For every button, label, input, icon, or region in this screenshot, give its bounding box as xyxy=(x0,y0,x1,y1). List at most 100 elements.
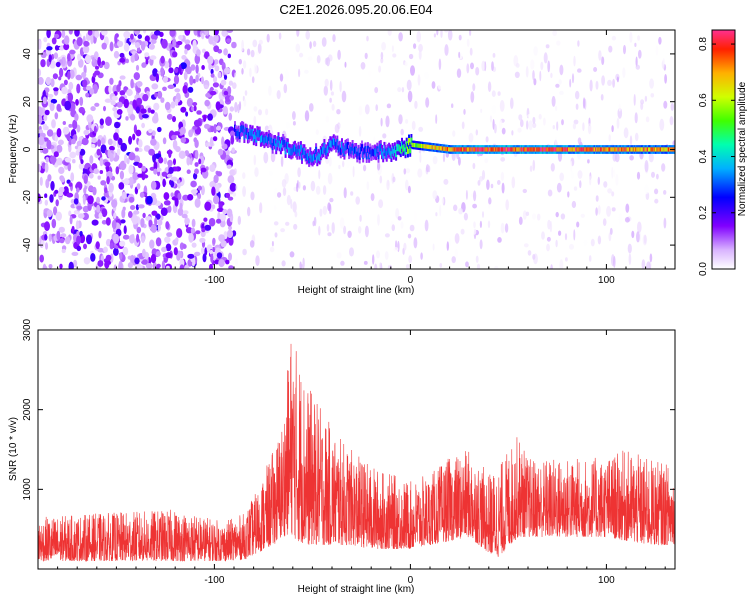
spectrogram-cell xyxy=(135,204,139,211)
spectrogram-cell xyxy=(279,143,282,151)
spectrogram-cell xyxy=(341,90,347,103)
spectrogram-cell xyxy=(625,147,628,152)
spectrogram-cell xyxy=(601,75,605,86)
spectrogram-cell xyxy=(562,147,565,152)
spectrogram-cell xyxy=(246,48,251,56)
spectrogram-cell xyxy=(244,90,248,96)
spectrogram-cell xyxy=(52,73,59,80)
spectrogram-cell xyxy=(174,88,181,93)
spectrogram-cell xyxy=(77,213,85,219)
spectrogram-cell xyxy=(331,103,335,111)
spectrogram-cell xyxy=(491,147,494,152)
spectrogram-cell xyxy=(63,79,68,86)
spectrogram-cell xyxy=(57,139,64,146)
spectrogram-cell xyxy=(389,148,392,156)
spectrogram-cell xyxy=(470,147,473,152)
spectrogram-cell xyxy=(493,147,496,152)
spectrogram-cell xyxy=(286,194,291,206)
spectrogram-cell xyxy=(558,147,561,152)
spectrogram-cell xyxy=(346,142,349,150)
spectrogram-cell xyxy=(282,187,287,197)
spectrogram-cell xyxy=(329,139,332,147)
spectrogram-cell xyxy=(631,147,634,152)
spectrogram-cell xyxy=(538,113,542,120)
spectrogram-cell xyxy=(39,176,43,186)
spectrogram-cell xyxy=(204,201,212,211)
spectrogram-cell xyxy=(242,172,246,180)
spectrogram-cell xyxy=(109,77,114,85)
spectrogram-cell xyxy=(431,81,436,89)
spectrogram-cell xyxy=(190,64,196,71)
spectrogram-cell xyxy=(135,129,142,137)
spectrogram-cell xyxy=(42,147,49,154)
spectrogram-cell xyxy=(77,145,81,152)
spectrogram-cell xyxy=(498,147,501,152)
spectrogram-cell xyxy=(136,264,143,269)
spectrogram-cell xyxy=(136,97,143,106)
snr-frame xyxy=(37,329,676,570)
spectrogram-cell xyxy=(59,238,65,244)
spectrogram-cell xyxy=(357,148,360,156)
spectrogram-cell xyxy=(222,62,226,67)
colorbar: 0.0 0.2 0.4 0.6 0.8 Normalized spectral ampl… xyxy=(698,29,748,276)
spectrogram-cell xyxy=(589,175,592,186)
spectrogram-cell xyxy=(166,113,173,120)
spectrogram-cell xyxy=(174,67,179,74)
spectrogram-cell xyxy=(655,147,657,152)
spectrogram-cell xyxy=(113,132,119,141)
spectrogram-cell xyxy=(183,71,188,81)
spectrogram-cell xyxy=(251,129,254,137)
spectrogram-cell xyxy=(97,175,101,180)
spectrogram-cell xyxy=(381,148,383,156)
spectrogram-cell xyxy=(543,117,546,126)
spectrogram-cell xyxy=(386,103,392,109)
spectrogram-cell xyxy=(104,149,109,156)
spectrogram-cell xyxy=(638,147,641,152)
spectrogram-cell xyxy=(242,186,247,197)
spectrogram-cell xyxy=(432,190,438,200)
spectrogram-cell xyxy=(466,38,470,48)
spectrogram-cell xyxy=(105,217,111,226)
spectrogram-cell xyxy=(74,113,79,122)
spectrogram-cell xyxy=(190,180,197,188)
spectrogram-cell xyxy=(191,106,195,112)
spectrogram-cell xyxy=(311,46,314,54)
spectrogram-cell xyxy=(472,203,477,209)
spectrogram-cell xyxy=(525,147,528,152)
spectrogram-cell xyxy=(186,169,191,174)
spectrogram-cell xyxy=(173,131,181,136)
spectrogram-cell xyxy=(178,150,186,159)
spectrogram-cell xyxy=(166,173,173,178)
spectrogram-cell xyxy=(76,124,81,133)
spectrogram-cell xyxy=(169,30,176,37)
spectrogram-cell xyxy=(528,147,530,152)
spectrogram-cell xyxy=(153,161,158,171)
spectrogram-cell xyxy=(363,147,366,155)
spectrogram-cell xyxy=(66,192,74,198)
spectrogram-cell xyxy=(111,199,118,208)
spectrogram-cell xyxy=(413,237,418,249)
spectrogram-cell xyxy=(187,253,195,259)
spectrogram-cell xyxy=(243,99,247,107)
spectrogram-cell xyxy=(156,263,161,268)
spectrogram-cell xyxy=(622,67,626,78)
spectrogram-cell xyxy=(121,191,127,200)
spectrogram-cell xyxy=(650,147,653,152)
spectrogram-cell xyxy=(435,145,438,150)
spectrogram-cell xyxy=(415,143,418,148)
spectrogram-cell xyxy=(515,147,518,152)
spectrogram-cell xyxy=(629,147,632,152)
spectrogram-cell xyxy=(117,137,123,146)
spectrogram-cell xyxy=(50,180,55,191)
spectrogram-cell xyxy=(612,78,615,88)
spectrogram-cell xyxy=(45,156,50,163)
spectrogram-cell xyxy=(253,154,257,166)
spectrogram-cell xyxy=(435,212,438,217)
spectrogram-ticks: -100 0 100 -40 -20 0 20 40 xyxy=(22,30,675,286)
spectrogram-cell xyxy=(326,145,329,153)
snr-y-tick-label: 1000 xyxy=(22,478,33,501)
spectrogram-cell xyxy=(158,156,164,164)
spectrogram-cell xyxy=(392,176,396,183)
snr-panel: -100 0 100 1000 2000 3000 Height of straight … xyxy=(8,318,676,595)
spectrogram-cell xyxy=(212,82,219,88)
